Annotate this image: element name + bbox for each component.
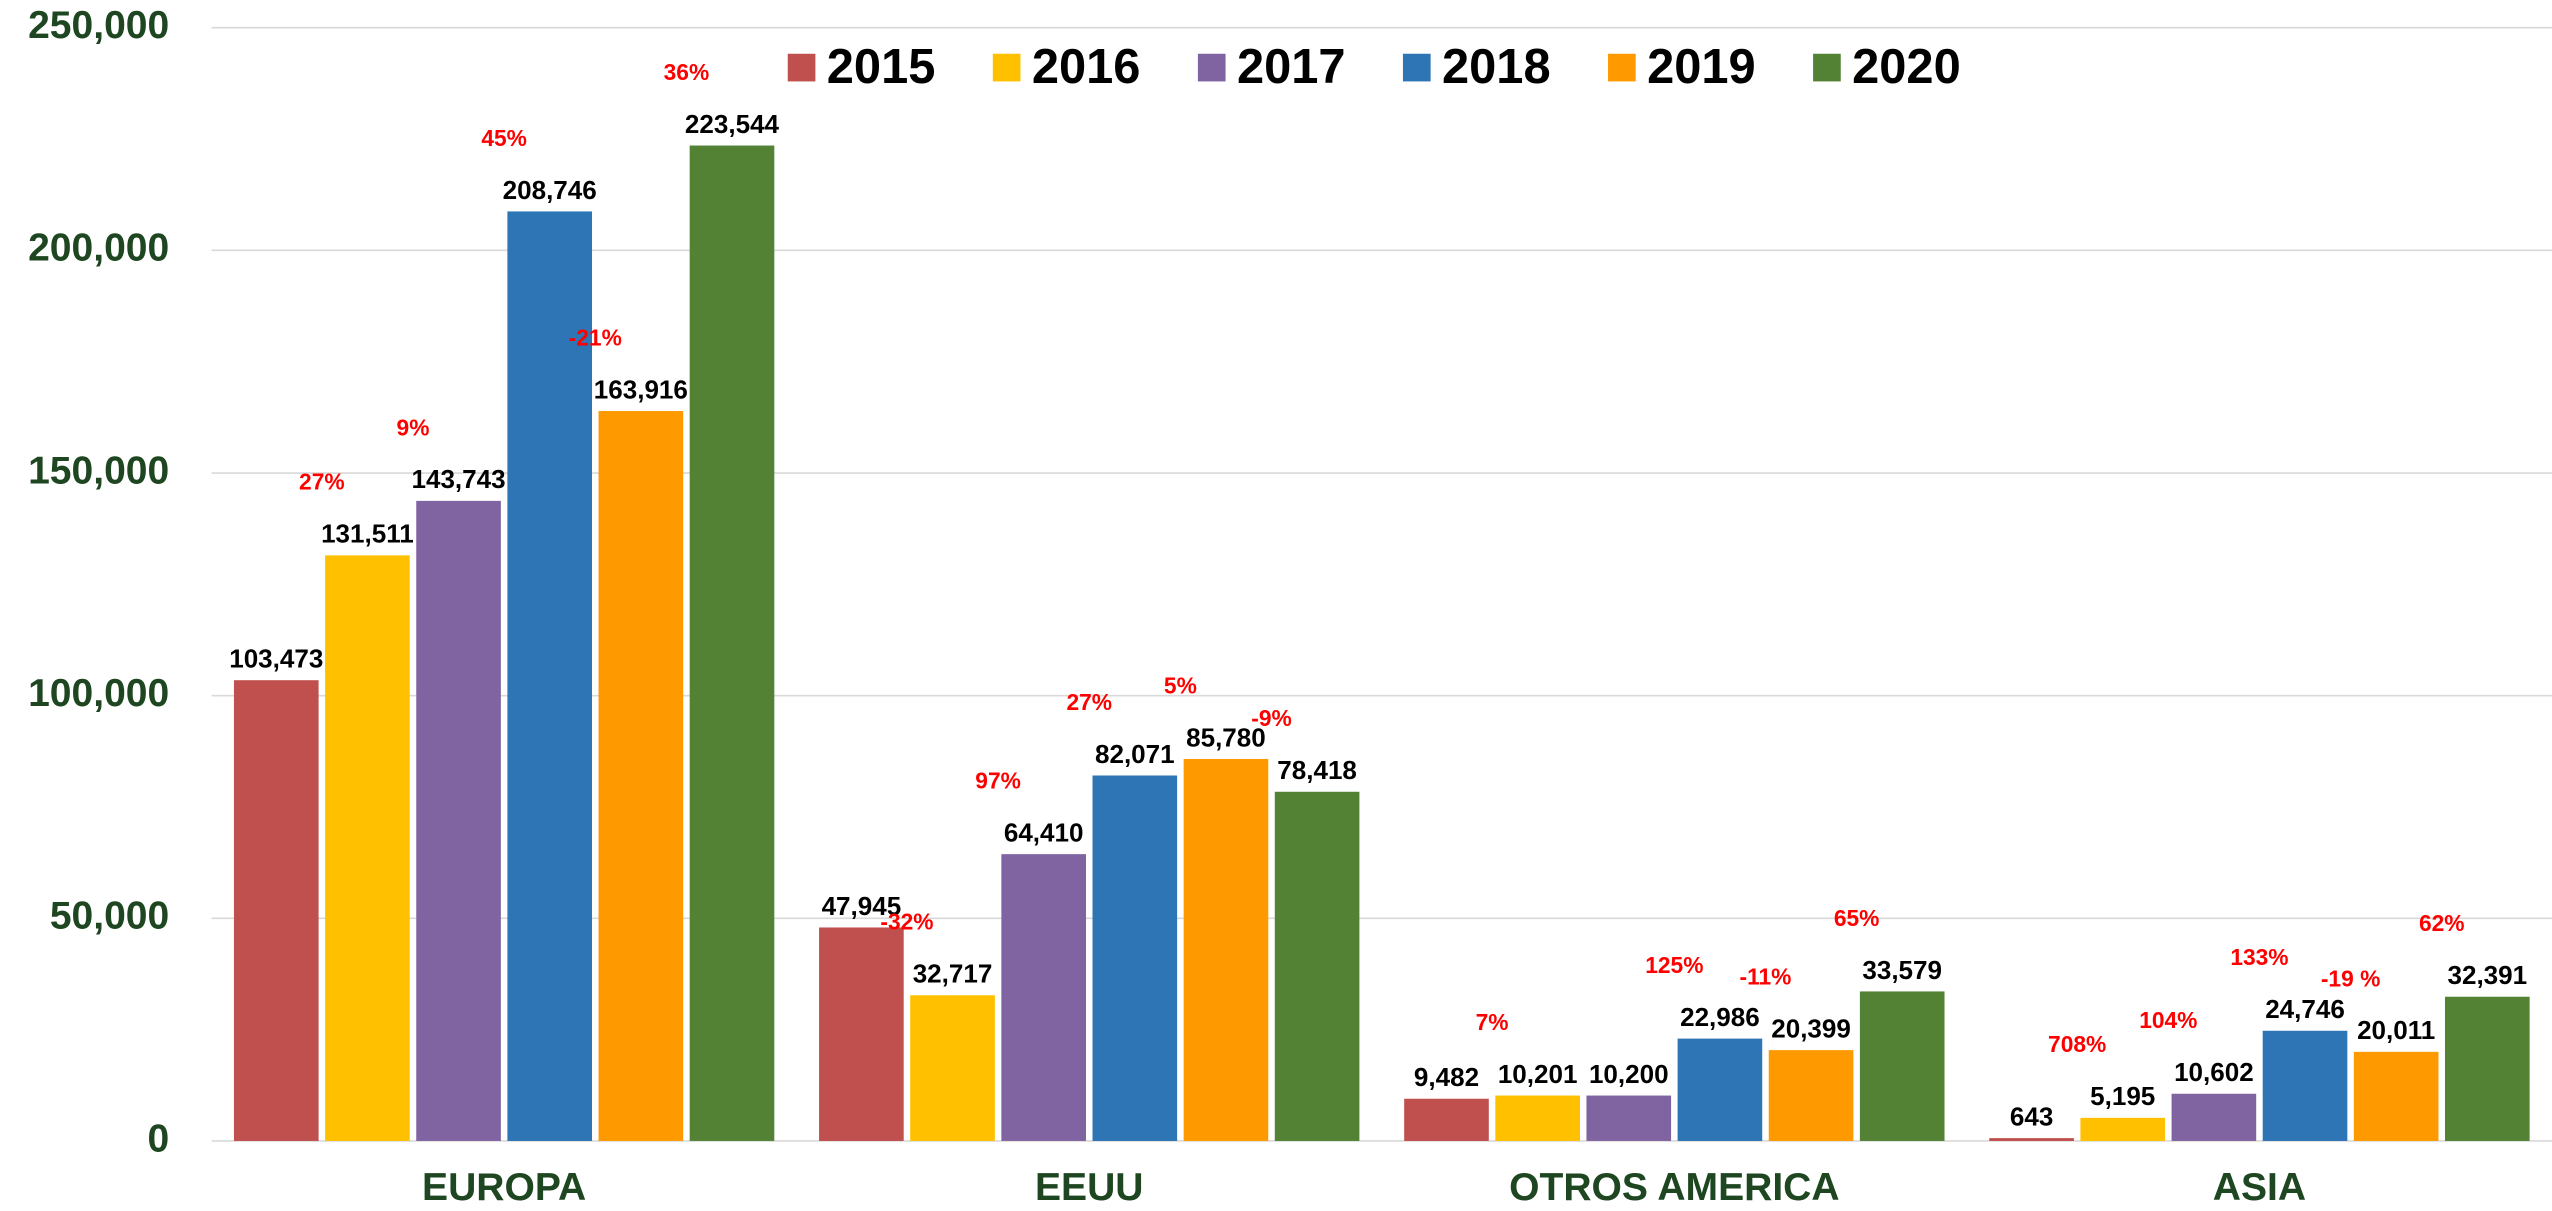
bar bbox=[2262, 1030, 2348, 1141]
bar bbox=[2353, 1051, 2439, 1141]
bar bbox=[819, 927, 904, 1141]
bar bbox=[1586, 1095, 1672, 1141]
bar bbox=[1677, 1038, 1763, 1141]
bar bbox=[2444, 996, 2530, 1141]
value-label: 223,544 bbox=[685, 109, 780, 139]
legend-label: 2015 bbox=[827, 40, 936, 94]
value-label: 10,201 bbox=[1498, 1059, 1578, 1089]
value-label: 22,986 bbox=[1680, 1002, 1760, 1032]
change-label: 65% bbox=[1834, 905, 1880, 931]
x-tick-label: ASIA bbox=[2213, 1166, 2306, 1209]
bar bbox=[1495, 1095, 1580, 1141]
change-label: -11% bbox=[1740, 964, 1792, 990]
change-label: -21% bbox=[569, 324, 622, 350]
value-label: 20,011 bbox=[2357, 1015, 2435, 1045]
bar bbox=[507, 211, 593, 1141]
legend-swatch bbox=[992, 53, 1021, 82]
bar bbox=[598, 411, 684, 1141]
value-label: 5,195 bbox=[2090, 1081, 2155, 1111]
value-label: 131,511 bbox=[321, 519, 414, 549]
legend-label: 2020 bbox=[1852, 40, 1961, 94]
value-label: 32,391 bbox=[2447, 960, 2527, 990]
bar bbox=[1768, 1050, 1854, 1141]
legend-swatch bbox=[1402, 53, 1431, 82]
value-label: 85,780 bbox=[1186, 722, 1266, 752]
value-label: 643 bbox=[2010, 1101, 2053, 1131]
bar bbox=[325, 555, 410, 1141]
value-label: 47,945 bbox=[822, 891, 902, 921]
legend-swatch bbox=[787, 53, 816, 82]
change-label: 27% bbox=[299, 469, 345, 495]
bar bbox=[910, 995, 995, 1141]
y-tick-label: 0 bbox=[148, 1117, 170, 1160]
bar bbox=[2080, 1117, 2166, 1141]
value-label: 103,473 bbox=[229, 644, 323, 674]
value-label: 208,746 bbox=[503, 175, 597, 205]
y-tick-label: 50,000 bbox=[50, 895, 169, 938]
value-label: 20,399 bbox=[1771, 1013, 1851, 1043]
legend-swatch bbox=[1608, 53, 1636, 82]
legend-swatch bbox=[1197, 53, 1226, 82]
x-tick-label: EEUU bbox=[1035, 1166, 1144, 1209]
value-label: 24,746 bbox=[2265, 994, 2345, 1024]
change-label: 27% bbox=[1066, 689, 1112, 715]
bar bbox=[689, 145, 775, 1141]
change-label: -19 % bbox=[2321, 965, 2380, 991]
y-tick-label: 150,000 bbox=[28, 449, 169, 492]
change-label: 133% bbox=[2230, 944, 2288, 970]
bar bbox=[1001, 854, 1086, 1141]
change-label: 62% bbox=[2419, 910, 2465, 936]
value-label: 10,602 bbox=[2174, 1057, 2254, 1087]
bar bbox=[1183, 758, 1269, 1141]
bar bbox=[416, 500, 501, 1141]
change-label: 9% bbox=[397, 414, 430, 440]
value-label: 10,200 bbox=[1589, 1059, 1669, 1089]
bar bbox=[1989, 1138, 2074, 1141]
legend-label: 2018 bbox=[1442, 40, 1551, 94]
change-label: 5% bbox=[1164, 672, 1197, 698]
value-label: 33,579 bbox=[1862, 955, 1942, 985]
legend-label: 2019 bbox=[1647, 40, 1756, 94]
bar bbox=[1404, 1098, 1489, 1141]
value-label: 64,410 bbox=[1004, 817, 1084, 847]
change-label: -9% bbox=[1251, 705, 1292, 731]
legend-swatch bbox=[1813, 53, 1841, 82]
change-label: 708% bbox=[2048, 1031, 2106, 1057]
bar bbox=[1274, 791, 1360, 1141]
x-tick-label: EUROPA bbox=[422, 1166, 586, 1209]
change-label: 45% bbox=[481, 125, 527, 151]
y-tick-label: 250,000 bbox=[28, 4, 169, 47]
y-tick-label: 100,000 bbox=[28, 672, 169, 715]
change-label: 7% bbox=[1476, 1009, 1509, 1035]
bar bbox=[1859, 991, 1945, 1141]
value-label: 163,916 bbox=[594, 374, 688, 404]
value-label: 32,717 bbox=[913, 959, 993, 989]
change-label: 36% bbox=[664, 59, 710, 85]
legend-label: 2016 bbox=[1032, 40, 1141, 94]
value-label: 82,071 bbox=[1095, 739, 1175, 769]
bar bbox=[2171, 1093, 2257, 1141]
change-label: 97% bbox=[975, 768, 1021, 794]
change-label: -32% bbox=[880, 909, 933, 935]
legend-label: 2017 bbox=[1237, 40, 1346, 94]
value-label: 78,418 bbox=[1277, 755, 1357, 785]
change-label: 104% bbox=[2139, 1007, 2197, 1033]
bar bbox=[233, 680, 319, 1141]
x-tick-label: OTROS AMERICA bbox=[1509, 1166, 1839, 1209]
value-label: 143,743 bbox=[412, 464, 506, 494]
change-label: 125% bbox=[1645, 952, 1703, 978]
value-label: 9,482 bbox=[1414, 1062, 1479, 1092]
bar bbox=[1092, 775, 1178, 1141]
y-tick-label: 200,000 bbox=[28, 227, 169, 270]
